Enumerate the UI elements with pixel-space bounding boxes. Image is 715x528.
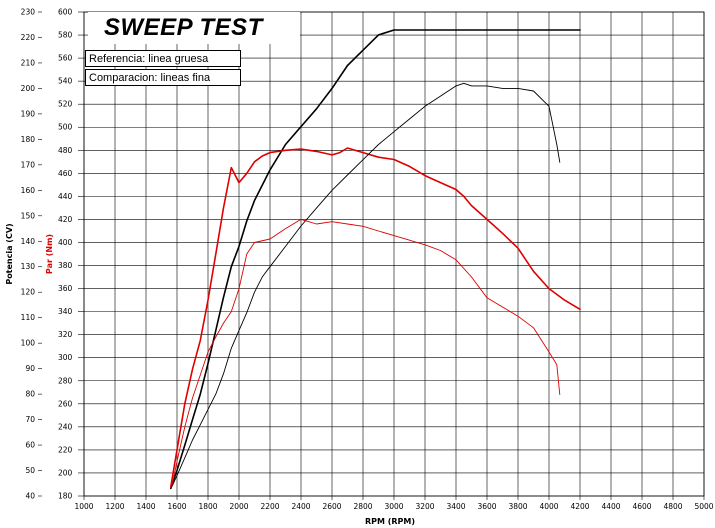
torque-tick-label: 180 <box>58 492 73 501</box>
data-lines <box>170 29 581 490</box>
chart-title: SWEEP TEST <box>88 12 300 44</box>
x-tick-label: 3800 <box>508 502 527 511</box>
power-tick-label: 130 <box>21 262 36 271</box>
x-tick-label: 2000 <box>229 502 248 511</box>
y-axis-label-power: Potencia (CV) <box>5 223 14 284</box>
x-tick-label: 1800 <box>198 502 217 511</box>
x-tick-label: 1400 <box>136 502 155 511</box>
power-tick-label: 200 <box>21 84 36 93</box>
potencia-comparacion-line <box>171 82 561 487</box>
power-tick-label: 90 <box>25 364 35 373</box>
power-tick-label: 220 <box>21 33 36 42</box>
x-tick-label: 4600 <box>632 502 651 511</box>
torque-tick-label: 340 <box>58 307 73 316</box>
x-tick-label: 4400 <box>601 502 620 511</box>
power-tick-label: 100 <box>21 339 36 348</box>
legend-comparison-label: Comparacion: lineas fina <box>89 72 211 84</box>
torque-tick-label: 460 <box>58 169 73 178</box>
x-tick-label: 3200 <box>415 502 434 511</box>
power-tick-label: 160 <box>21 186 36 195</box>
x-tick-label: 2800 <box>353 502 372 511</box>
x-tick-label: 4800 <box>663 502 682 511</box>
power-tick-label: 190 <box>21 109 36 118</box>
torque-tick-label: 200 <box>58 468 73 477</box>
torque-tick-label: 520 <box>58 100 73 109</box>
torque-tick-label: 300 <box>58 353 73 362</box>
y-axis-label-torque: Par (Nm) <box>45 234 54 274</box>
x-axis-label: RPM (RPM) <box>365 517 415 526</box>
x-tick-label: 3400 <box>446 502 465 511</box>
torque-tick-label: 500 <box>58 123 73 132</box>
legend-reference: Referencia: linea gruesa <box>85 50 241 67</box>
power-tick-label: 40 <box>25 492 35 501</box>
plot-frame <box>83 11 705 497</box>
x-tick-label: 1600 <box>167 502 186 511</box>
torque-tick-label: 240 <box>58 422 73 431</box>
torque-tick-label: 560 <box>58 54 73 63</box>
x-tick-label: 2400 <box>291 502 310 511</box>
power-tick-label: 60 <box>25 441 35 450</box>
torque-tick-label: 540 <box>58 77 73 86</box>
legend-comparison: Comparacion: lineas fina <box>85 69 241 86</box>
x-tick-label: 4000 <box>539 502 558 511</box>
power-tick-label: 150 <box>21 211 36 220</box>
tick-labels: 1000 1200 1400 1600 1800 2000 2200 2400 2600 2800… <box>21 8 714 512</box>
power-tick-label: 80 <box>25 390 35 399</box>
torque-tick-label: 360 <box>58 284 73 293</box>
torque-tick-label: 480 <box>58 146 73 155</box>
x-tick-label: 1000 <box>74 502 93 511</box>
torque-tick-label: 600 <box>58 8 73 17</box>
power-tick-label: 110 <box>21 313 36 322</box>
torque-tick-label: 400 <box>58 238 73 247</box>
par-referencia-line <box>170 147 581 488</box>
legend-reference-label: Referencia: linea gruesa <box>89 53 209 65</box>
torque-tick-label: 420 <box>58 215 73 224</box>
power-tick-label: 170 <box>21 160 36 169</box>
power-tick-label: 50 <box>25 466 35 475</box>
x-tick-label: 3000 <box>384 502 403 511</box>
torque-tick-label: 440 <box>58 192 73 201</box>
torque-tick-label: 320 <box>58 330 73 339</box>
x-tick-label: 3600 <box>477 502 496 511</box>
power-tick-label: 230 <box>21 8 36 17</box>
power-tick-label: 210 <box>21 58 36 67</box>
x-tick-label: 2600 <box>322 502 341 511</box>
x-tick-label: 1200 <box>105 502 124 511</box>
torque-tick-label: 280 <box>58 376 73 385</box>
torque-tick-label: 380 <box>58 261 73 270</box>
x-tick-label: 4200 <box>570 502 589 511</box>
power-tick-label: 120 <box>21 288 36 297</box>
power-tick-label: 70 <box>25 415 35 424</box>
torque-tick-label: 220 <box>58 445 73 454</box>
power-tick-label: 180 <box>21 135 36 144</box>
par-comparacion-line <box>171 218 561 485</box>
x-tick-label: 5000 <box>694 502 713 511</box>
chart-title-text: SWEEP TEST <box>104 14 263 41</box>
torque-tick-label: 260 <box>58 399 73 408</box>
x-tick-label: 2200 <box>260 502 279 511</box>
torque-tick-label: 580 <box>58 31 73 40</box>
power-tick-label: 140 <box>21 237 36 246</box>
